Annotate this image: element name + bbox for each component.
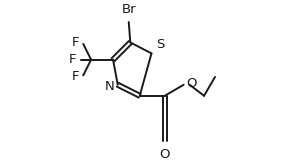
Text: F: F bbox=[69, 53, 76, 66]
Text: Br: Br bbox=[121, 3, 136, 16]
Text: O: O bbox=[159, 148, 170, 161]
Text: F: F bbox=[72, 70, 79, 83]
Text: S: S bbox=[156, 38, 164, 51]
Text: N: N bbox=[105, 80, 114, 93]
Text: O: O bbox=[186, 77, 197, 90]
Text: F: F bbox=[72, 36, 79, 49]
